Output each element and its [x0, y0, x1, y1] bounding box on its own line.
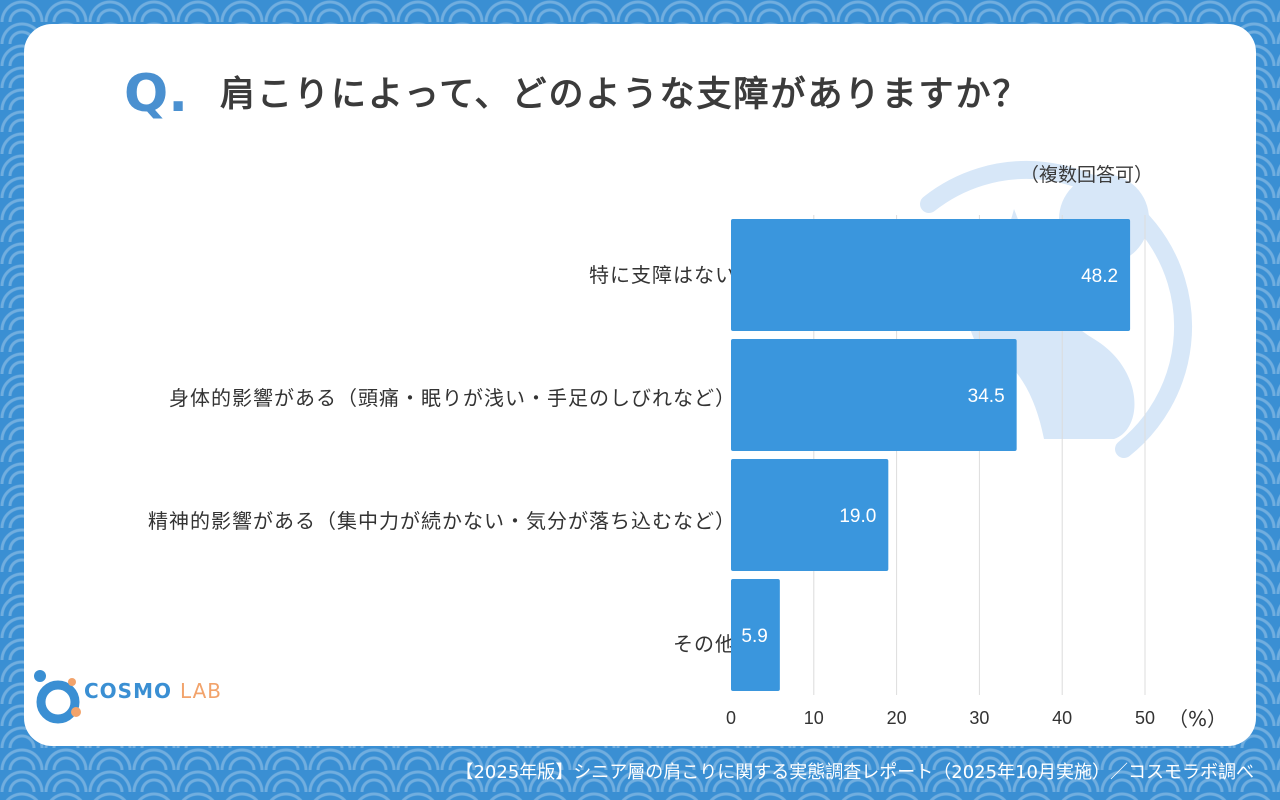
- tick-label-40: 40: [1052, 708, 1072, 728]
- cosmo-lab-logo-icon: [34, 670, 81, 724]
- category-label-other: その他: [673, 632, 736, 656]
- category-label-mental: 精神的影響がある（集中力が続かない・気分が落ち込むなど）: [148, 509, 736, 533]
- bar-0: [731, 219, 1131, 331]
- bar-3: [731, 579, 780, 691]
- logo-text: COSMO LAB: [84, 679, 222, 703]
- tick-label-20: 20: [887, 708, 907, 728]
- bar-1: [731, 339, 1017, 451]
- logo-sub: LAB: [179, 679, 222, 703]
- category-label-no-issue: 特に支障はない: [589, 263, 736, 287]
- bar-value-label-1: 34.5: [968, 386, 1005, 407]
- tick-label-10: 10: [804, 708, 824, 728]
- category-label-physical: 身体的影響がある（頭痛・眠りが浅い・手足のしびれなど）: [169, 386, 736, 410]
- tick-label-50: 50: [1135, 708, 1155, 728]
- source-footer: 【2025年版】シニア層の肩こりに関する実態調査レポート（2025年10月実施）…: [455, 762, 1254, 783]
- multiple-answer-note: （複数回答可）: [1020, 164, 1154, 186]
- tick-label-0: 0: [726, 708, 736, 728]
- logo-main: COSMO: [84, 679, 172, 703]
- bar-value-label-0: 48.2: [1081, 266, 1118, 287]
- tick-label-30: 30: [969, 708, 989, 728]
- bar-2: [731, 459, 889, 571]
- bar-value-label-3: 5.9: [741, 626, 767, 647]
- bar-value-label-2: 19.0: [839, 506, 876, 527]
- chart-title: 肩こりによって、どのような支障がありますか？: [220, 75, 1030, 115]
- question-mark: Q.: [124, 64, 188, 124]
- unit-label: （%）: [1168, 707, 1227, 731]
